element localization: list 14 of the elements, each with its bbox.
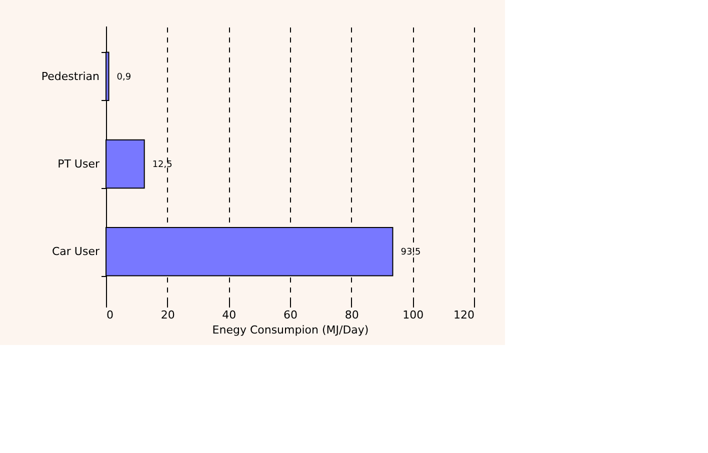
data-label: 12,5 xyxy=(152,160,172,170)
y-tick-label: Car User xyxy=(52,245,100,258)
x-tick-label: 40 xyxy=(222,308,236,322)
data-label: 0,9 xyxy=(116,72,132,82)
y-tick-label: PT User xyxy=(58,158,100,170)
x-tick-label: 100 xyxy=(402,308,424,322)
x-tick-label: 120 xyxy=(454,308,474,322)
x-tick-label: 80 xyxy=(344,308,359,322)
x-tick-label: 20 xyxy=(160,308,175,322)
x-tick-label: 60 xyxy=(284,308,298,322)
y-tick-label: Pedestrian xyxy=(41,70,100,83)
x-axis-title: Enegy Consumpion (MJ/Day) xyxy=(212,324,369,336)
data-label: 93,5 xyxy=(400,248,421,258)
x-tick-label: 0 xyxy=(106,308,114,322)
